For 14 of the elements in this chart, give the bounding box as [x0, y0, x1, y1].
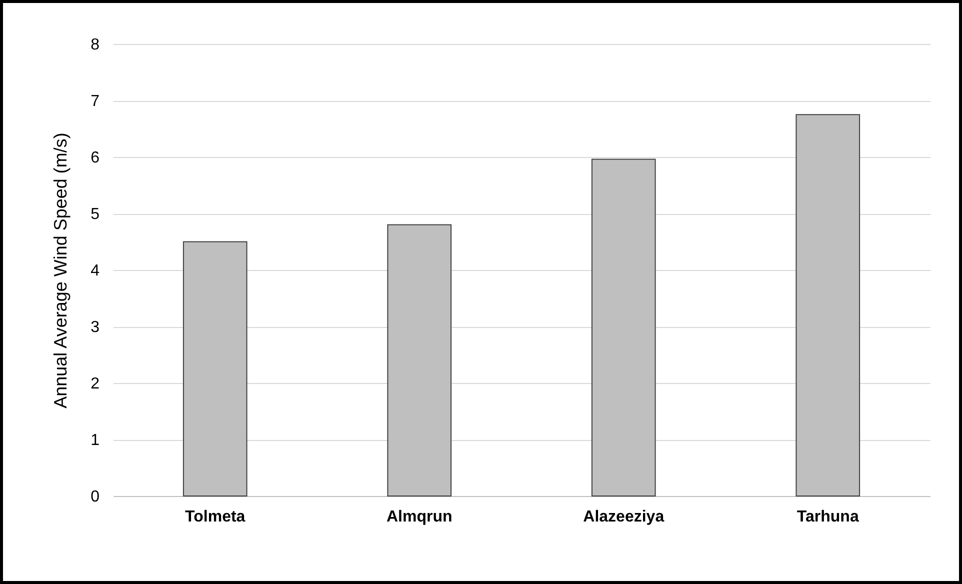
y-tick-label: 7 [90, 93, 100, 110]
y-tick-label: 4 [90, 262, 100, 280]
x-tick-label: Almqrun [386, 508, 452, 526]
y-tick-label: 5 [90, 206, 100, 223]
y-tick-label: 0 [90, 488, 100, 506]
y-tick-label: 6 [90, 150, 100, 166]
x-tick-label: Tarhuna [796, 508, 859, 526]
y-tick-label: 1 [90, 432, 100, 449]
y-axis-title: Annual Average Wind Speed (m/s) [50, 132, 71, 408]
x-tick-label: Alazeeziya [583, 508, 664, 526]
y-tick-label: 8 [90, 36, 100, 54]
y-tick-label: 3 [90, 319, 100, 336]
x-tick-label: Tolmeta [185, 508, 246, 526]
y-tick-label: 2 [90, 376, 100, 392]
